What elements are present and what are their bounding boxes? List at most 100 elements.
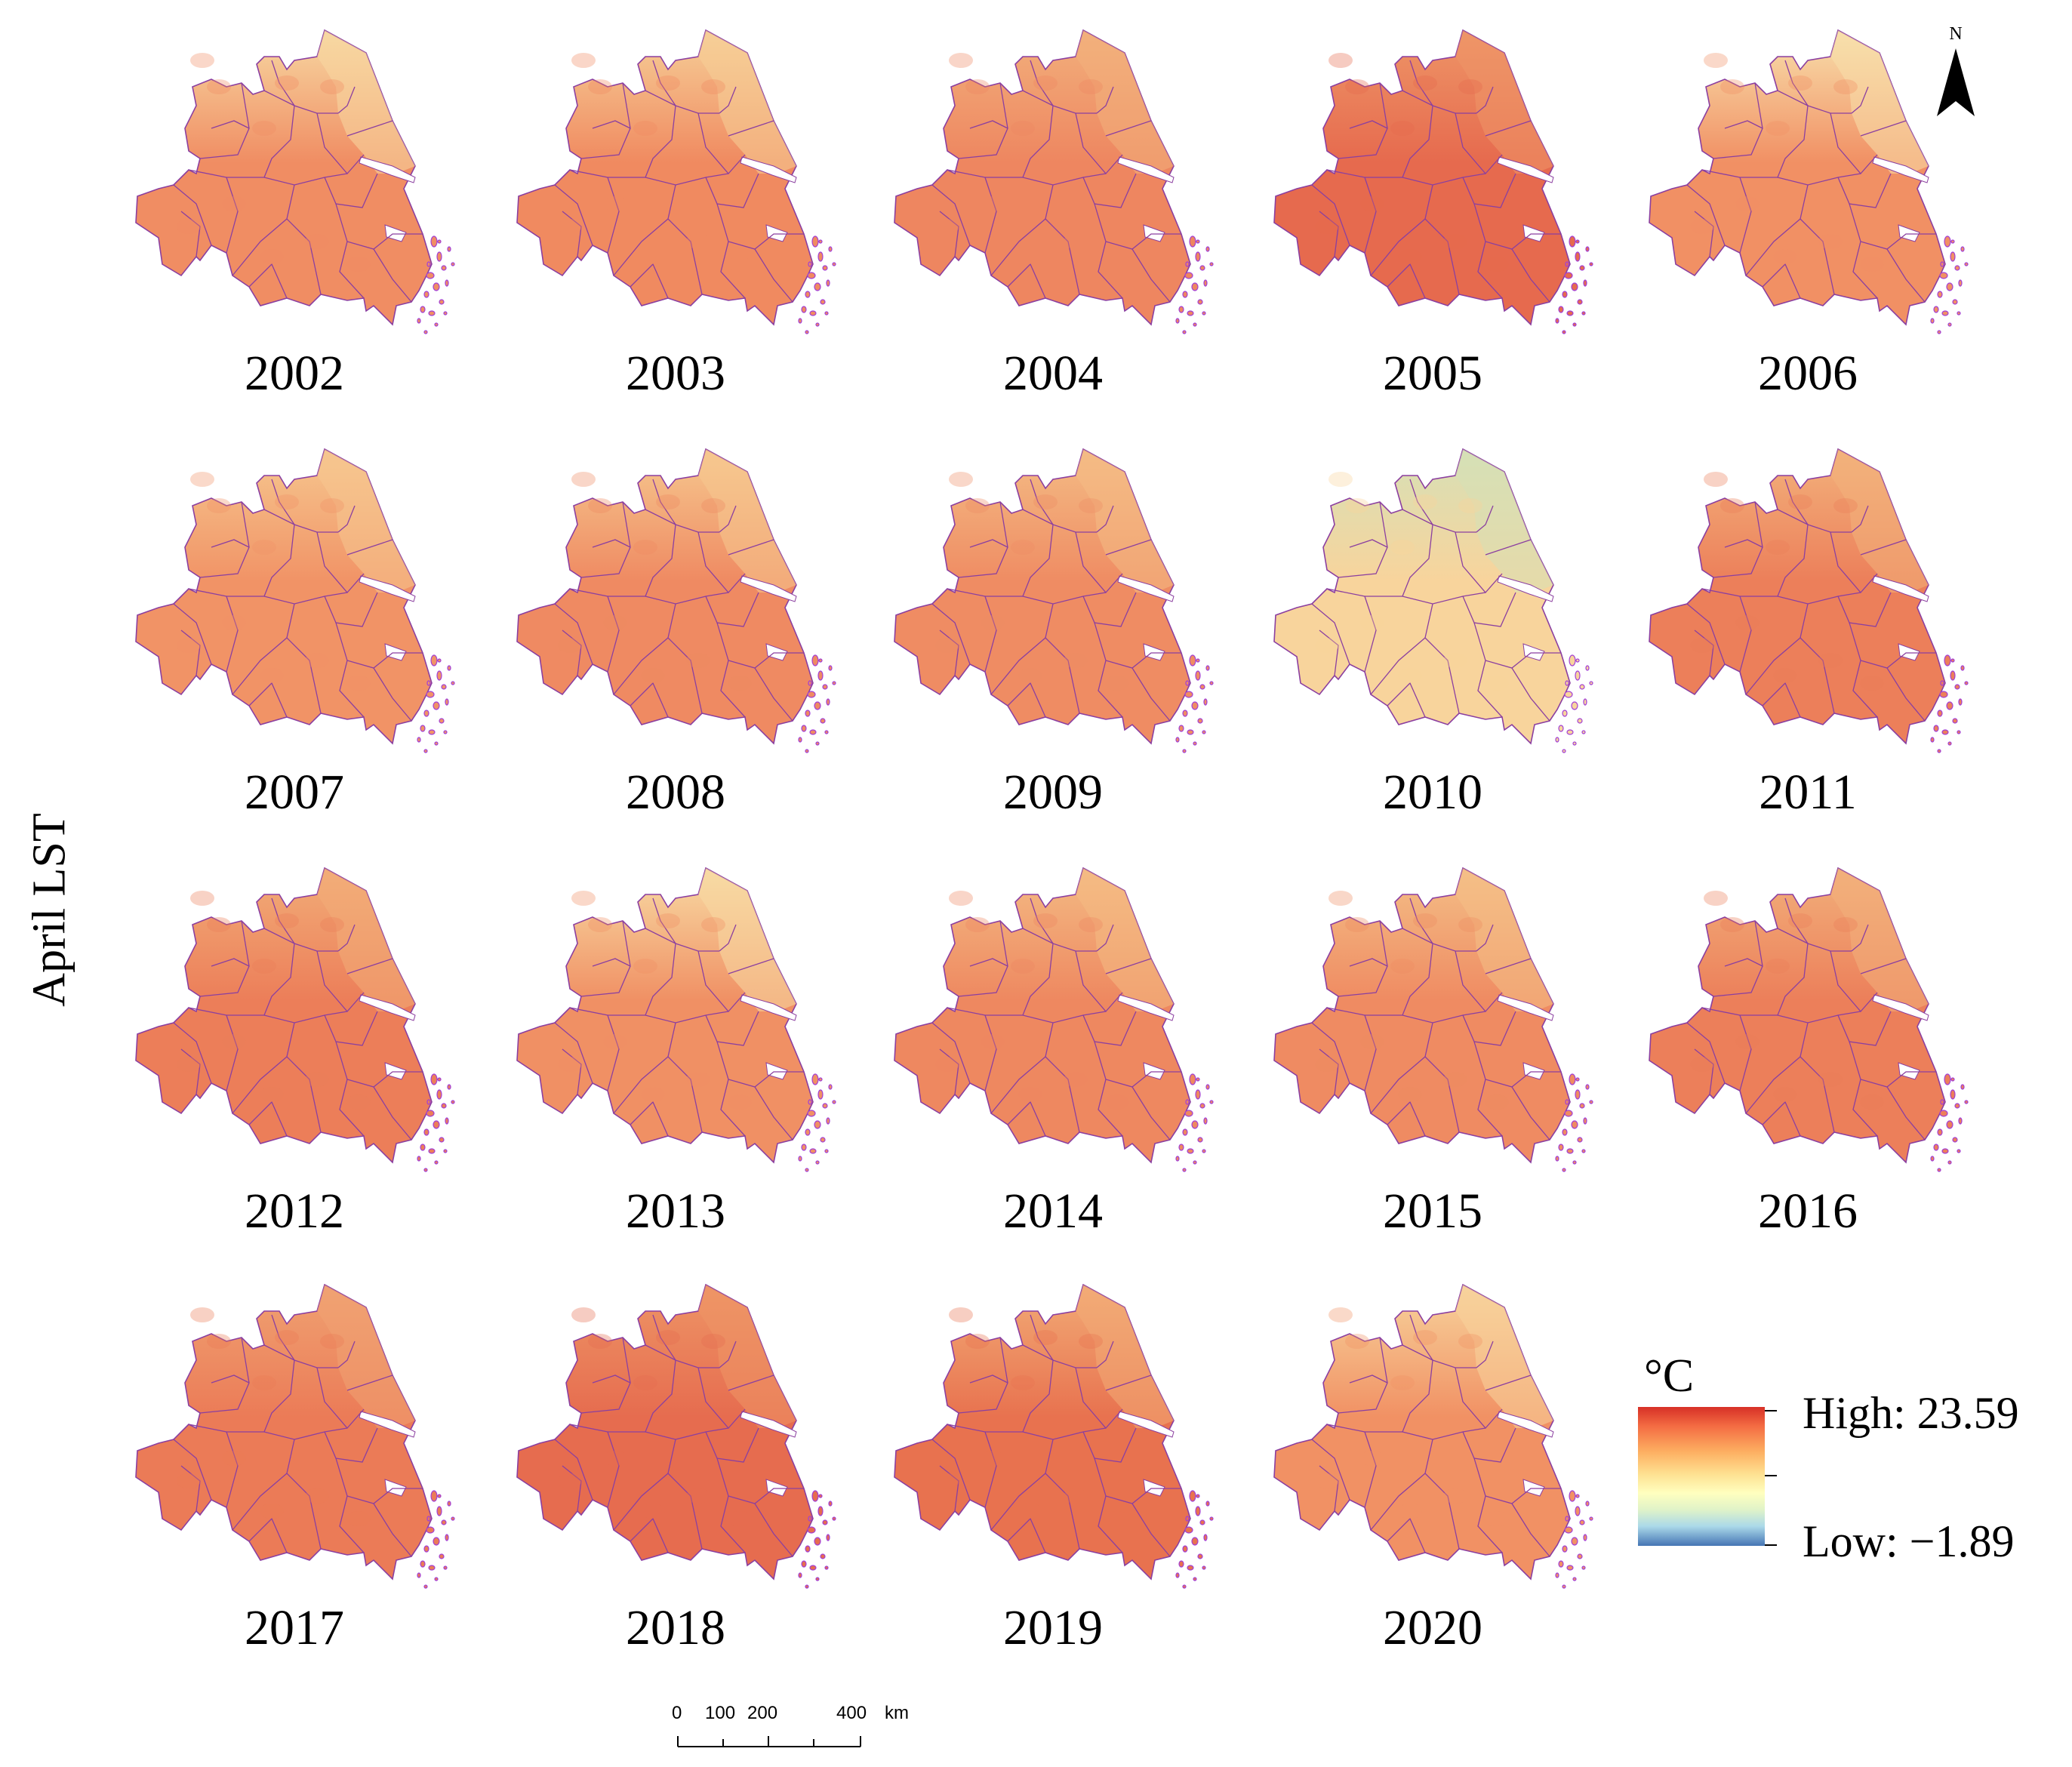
admin-boundary	[1022, 1359, 1054, 1433]
lst-texture	[656, 75, 680, 91]
island	[1205, 1084, 1210, 1090]
admin-boundary	[1784, 479, 1809, 525]
admin-boundary	[232, 637, 288, 695]
north-coast-zone	[317, 449, 415, 593]
island	[1182, 1584, 1187, 1589]
admin-boundary	[1485, 1375, 1532, 1391]
island	[447, 246, 451, 252]
lst-texture	[1485, 257, 1509, 272]
admin-boundary	[1349, 958, 1388, 967]
lst-texture	[1328, 1307, 1353, 1322]
admin-boundary	[969, 120, 1008, 129]
island	[1571, 701, 1578, 710]
lst-texture	[1443, 653, 1467, 668]
island	[1185, 1516, 1190, 1522]
lst-texture	[1766, 121, 1790, 136]
island	[1193, 322, 1197, 327]
lst-map	[516, 867, 836, 1172]
admin-boundary	[1319, 1465, 1339, 1512]
island	[1203, 1117, 1208, 1125]
admin-boundary	[1022, 90, 1097, 114]
north-coast-zone	[1076, 868, 1174, 1011]
lst-texture	[701, 917, 725, 932]
lst-texture	[1079, 498, 1103, 513]
lst-texture	[1413, 913, 1437, 928]
lst-texture	[981, 1034, 1005, 1049]
island	[1941, 310, 1949, 316]
admin-boundary	[180, 211, 201, 257]
lst-texture	[275, 1330, 299, 1345]
island	[443, 1149, 448, 1153]
island	[428, 729, 436, 735]
lst-map	[1273, 29, 1593, 334]
admin-boundary	[1311, 1439, 1350, 1501]
admin-boundary	[728, 1375, 774, 1391]
lst-texture	[558, 1473, 582, 1488]
island	[820, 1137, 826, 1143]
admin-boundary	[1326, 169, 1486, 186]
admin-boundary	[607, 1014, 620, 1091]
island	[1952, 718, 1958, 724]
lst-texture	[571, 53, 596, 68]
admin-boundary	[1762, 682, 1801, 718]
admin-boundary	[286, 184, 322, 295]
island	[1950, 239, 1955, 244]
panel-year-label: 2009	[1003, 765, 1103, 820]
bay	[384, 1479, 407, 1497]
lst-texture	[320, 1334, 344, 1349]
lst-texture	[207, 79, 231, 94]
lst-map	[894, 1283, 1214, 1589]
admin-boundary	[939, 1465, 959, 1512]
island	[1205, 246, 1210, 252]
admin-boundary	[337, 86, 356, 114]
island	[828, 1501, 833, 1507]
admin-boundary	[1777, 928, 1852, 952]
lst-texture	[1018, 668, 1042, 683]
island	[1939, 272, 1948, 279]
admin-boundary	[697, 112, 746, 174]
island	[1565, 680, 1569, 686]
bay	[1522, 1479, 1545, 1497]
island	[451, 1516, 455, 1521]
admin-boundary	[346, 958, 393, 974]
admin-boundary	[1424, 1439, 1460, 1550]
island	[1564, 1526, 1573, 1534]
admin-boundary	[1477, 241, 1503, 299]
admin-boundary	[1777, 105, 1809, 178]
island	[1950, 1089, 1956, 1100]
admin-boundary	[630, 682, 669, 718]
island	[1197, 718, 1203, 724]
lst-texture	[1766, 540, 1790, 555]
island	[808, 1516, 812, 1522]
island	[447, 665, 451, 671]
admin-boundary	[1713, 920, 1763, 997]
lst-texture	[686, 653, 710, 668]
island	[1589, 681, 1593, 685]
island	[436, 1089, 442, 1100]
admin-boundary	[373, 248, 412, 303]
admin-boundary	[947, 169, 1107, 186]
north-coast-zone	[1076, 30, 1174, 174]
lst-texture	[1735, 196, 1760, 211]
admin-boundary	[580, 1337, 631, 1414]
admin-boundary	[1338, 920, 1388, 997]
island	[1565, 261, 1569, 267]
admin-boundary	[645, 509, 719, 533]
island	[1199, 684, 1205, 690]
admin-boundary	[1022, 524, 1054, 597]
island	[807, 691, 816, 698]
island	[1575, 670, 1581, 681]
admin-boundary	[645, 1359, 676, 1433]
scale-label-0: 0	[672, 1703, 682, 1723]
island	[443, 730, 448, 734]
admin-boundary	[607, 596, 620, 673]
lst-texture	[222, 196, 246, 211]
lst-texture	[1033, 913, 1058, 928]
island	[1937, 1128, 1943, 1136]
admin-boundary	[199, 82, 250, 159]
estuary	[1117, 575, 1175, 602]
admin-boundary	[1724, 958, 1763, 967]
lst-texture	[1860, 676, 1884, 691]
lst-texture	[935, 1057, 959, 1072]
admin-boundary	[562, 630, 582, 676]
